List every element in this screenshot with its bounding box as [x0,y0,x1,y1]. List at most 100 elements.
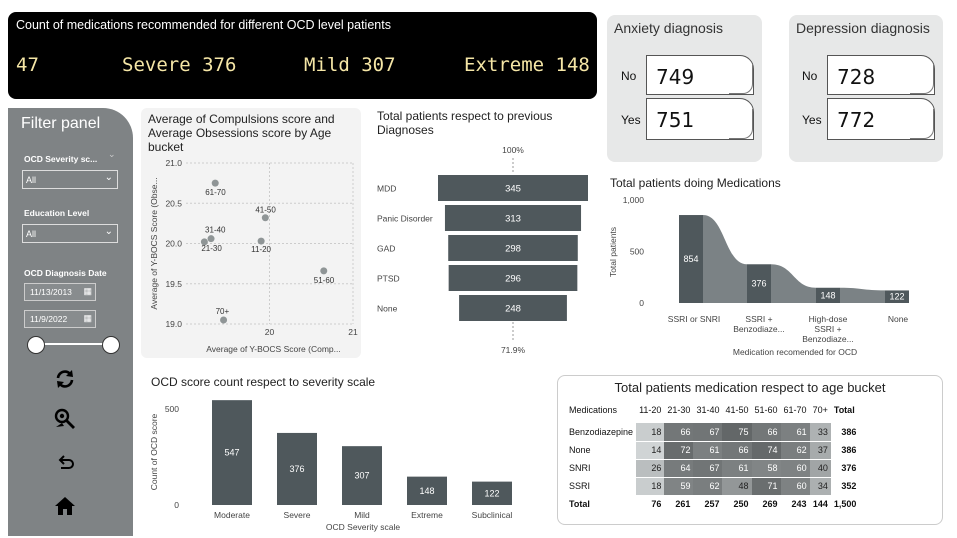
point-label: 41-50 [255,206,276,215]
severity-title: OCD score count respect to severity scal… [151,375,376,389]
column-header: 11-20 [639,405,662,415]
table-cell: 33 [809,423,831,442]
medications-plot: 0 500 1,000 Total patients 854 376 148 122 SSRI … [608,195,909,357]
total-label: Total [569,499,590,509]
y-tick-label: 500 [630,247,644,257]
point-label: 11-20 [251,245,271,254]
funnel-value-label: 313 [505,214,521,225]
y-tick-label: 0 [174,500,179,510]
severity-chart-card: OCD score count respect to severity scal… [141,372,551,534]
back-icon[interactable] [53,452,77,476]
table-cell: 62 [693,477,723,496]
table-cell: 61 [722,459,752,478]
funnel-top-percent: 100% [502,145,524,155]
category-line: SSRI or SNRI [668,314,720,324]
curl-decoration [729,109,753,139]
y-tick-label: 20.5 [165,198,182,208]
point-label: 21-30 [201,244,222,253]
table-cell: 66 [722,441,752,460]
x-tick-label: 20 [265,327,275,337]
funnel-value-label: 345 [505,184,521,195]
medication-bar [816,287,840,303]
scatter-plot: 19.0 19.5 20.0 20.5 21.0 20 21 Average of Y-BOC… [149,158,358,354]
education-dropdown[interactable]: All ⌄ [22,224,118,243]
severity-bar [472,481,512,505]
scatter-chart-card: Average of Compulsions score and Average… [141,108,361,358]
medication-value-label: 854 [683,254,698,264]
depression-no-label: No [802,69,818,83]
calendar-icon[interactable]: ▦ [83,313,92,323]
ribbon-area [703,215,747,303]
severity-bar [277,432,317,505]
scatter-point [320,267,328,275]
chevron-down-icon: ⌄ [108,150,116,160]
y-tick-label: 19.0 [165,319,182,329]
kpi-banner: Count of medications recommended for dif… [8,12,597,99]
depression-card: Depression diagnosis No 728 Yes 772 [789,15,943,162]
table-row: SSRI 18 59 62 48 71 60 34 352 [566,477,859,496]
category-line: Benzodiaze... [802,334,854,344]
medications-title: Total patients doing Medications [610,176,781,190]
depression-yes-label: Yes [802,113,822,127]
depression-no-box: 728 [827,55,935,95]
column-header: 70+ [812,405,828,415]
anxiety-yes-value: 751 [656,108,695,132]
x-category-label: SSRI or SNRI [668,314,720,324]
table-title: Total patients medication respect to age… [614,380,886,395]
funnel-value-label: 298 [505,244,521,255]
y-axis-label: Average of Y-BOCS Score (Obse... [149,177,159,309]
severity-plot: 0 500 Count of OCD score 547 Moderate 376 Seve… [149,400,512,532]
x-tick-label: 21 [348,327,358,337]
date-slider-start-handle[interactable] [27,336,45,354]
funnel-category-label: PTSD [377,274,400,284]
severity-category-label: Severe [284,510,311,520]
funnel-bar [459,295,567,321]
education-label: Education Level [24,208,90,218]
x-category-label: High-dose SSRI + Benzodiaze... [802,314,854,344]
grand-total: 1,500 [833,499,857,509]
scatter-point [257,237,265,245]
anxiety-no-label: No [621,69,637,83]
search-filter-icon[interactable] [53,407,77,431]
curl-decoration [910,109,934,139]
kpi-value-mild: Mild 307 [304,54,396,76]
funnel-bottom-percent: 71.9% [501,345,526,355]
funnel-value-label: 248 [505,304,521,315]
date-start-value: 11/13/2013 [30,287,72,297]
table-cell: 71 [751,477,781,496]
home-icon[interactable] [53,494,77,518]
column-header: 31-40 [696,405,720,415]
table-row: None 14 72 61 66 74 62 37 386 [566,441,859,460]
table-cell: 58 [751,459,781,478]
funnel-category-label: GAD [377,244,395,254]
row-total: 386 [841,427,857,437]
x-axis-label: OCD Severity scale [326,522,400,532]
date-end-input[interactable]: 11/9/2022 ▦ [24,310,96,328]
medication-value-label: 148 [820,290,835,300]
refresh-icon[interactable] [53,367,77,391]
funnel-title: Total patients respect to previous Diagn… [377,109,553,137]
anxiety-no-box: 749 [646,55,754,95]
y-tick-label: 19.5 [165,279,182,289]
column-header: 51-60 [754,405,778,415]
ribbon-area [771,264,816,303]
funnel-chart-card: Total patients respect to previous Diagn… [370,108,598,358]
column-header: Medications [569,405,618,415]
x-axis-label: Medication recomended for OCD [733,347,857,357]
calendar-icon[interactable]: ▦ [83,286,92,296]
severity-bar [407,476,447,505]
severity-value-label: 307 [354,471,369,481]
severity-bar [342,446,382,505]
table-cell: 67 [693,459,723,478]
severity-value-label: 376 [289,464,304,474]
severity-dropdown[interactable]: All ⌄ [22,170,118,189]
table-cell: 18 [636,477,665,496]
table-cell: 67 [693,423,723,442]
date-slider-end-handle[interactable] [102,336,120,354]
date-slider-track[interactable] [35,343,111,345]
column-header: 41-50 [725,405,749,415]
age-medication-table: Medications 11-20 21-30 31-40 41-50 51-60 61-7… [566,401,859,513]
table-cell: 60 [780,459,810,478]
funnel-category-label: MDD [377,184,396,194]
date-start-input[interactable]: 11/13/2013 ▦ [24,283,96,301]
